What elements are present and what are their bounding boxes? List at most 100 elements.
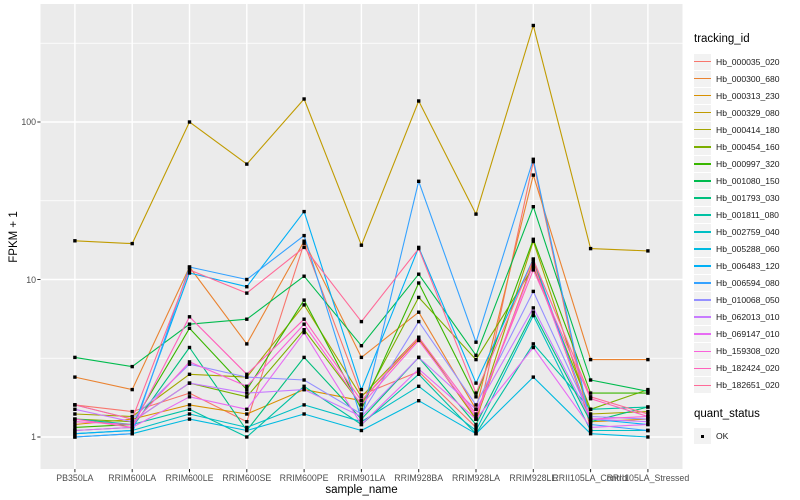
data-point (646, 249, 650, 253)
legend-item-label: Hb_000300_680 (716, 73, 780, 84)
data-point (130, 417, 134, 421)
x-tick-label-RRIM928LE: RRIM928LE (509, 473, 558, 483)
legend-line-sample (694, 231, 711, 233)
legend-key (694, 309, 711, 326)
data-point (646, 428, 650, 433)
legend-item-Hb_159308_020: Hb_159308_020 (694, 343, 800, 360)
data-point (302, 241, 306, 245)
legend-item-label: Hb_062013_010 (716, 312, 780, 323)
data-point (130, 425, 134, 430)
data-point (474, 432, 478, 436)
data-point (646, 422, 650, 427)
legend-key (694, 326, 711, 343)
data-point (359, 319, 364, 324)
data-point (417, 338, 421, 343)
legend-item-label: Hb_006594_080 (716, 278, 780, 289)
legend-item-label: Hb_000414_180 (716, 124, 780, 135)
legend-line-sample (694, 367, 711, 370)
data-point (73, 435, 77, 439)
data-point (187, 271, 192, 275)
data-point (245, 285, 249, 289)
data-point (187, 265, 192, 269)
data-point (302, 233, 306, 238)
legend-item-Hb_000313_230: Hb_000313_230 (694, 87, 800, 104)
data-point (646, 420, 650, 424)
data-point (245, 420, 249, 424)
legend-item-Hb_005288_060: Hb_005288_060 (694, 241, 800, 258)
data-point (302, 274, 306, 278)
data-point (417, 99, 421, 103)
data-point (302, 403, 306, 407)
legend-item-Hb_000454_160: Hb_000454_160 (694, 138, 800, 155)
data-point (417, 335, 421, 339)
legend-item-label: Hb_001080_150 (716, 175, 780, 186)
data-point (302, 245, 306, 250)
data-point (73, 407, 77, 411)
data-point (474, 422, 478, 427)
legend-item-Hb_002759_040: Hb_002759_040 (694, 223, 800, 240)
legend-key (694, 172, 711, 189)
data-point (588, 246, 593, 251)
data-point (73, 375, 77, 379)
data-point (187, 407, 192, 411)
legend-item-Hb_006483_120: Hb_006483_120 (694, 258, 800, 275)
data-point (417, 310, 421, 314)
legend-line-sample (694, 384, 711, 387)
legend-key (694, 206, 711, 223)
legend-key (694, 377, 711, 394)
data-point (359, 355, 364, 360)
data-point (531, 259, 535, 264)
data-point (73, 355, 77, 360)
data-point (302, 384, 306, 388)
data-point (646, 412, 650, 416)
legend-line-sample (694, 60, 711, 63)
data-point (245, 375, 249, 379)
legend-line-sample (694, 265, 711, 267)
data-point (130, 414, 134, 419)
data-point (359, 407, 364, 411)
data-point (588, 407, 593, 411)
data-point (73, 428, 77, 433)
data-point (245, 162, 249, 166)
data-point (531, 157, 535, 161)
legend-item-label: Hb_069147_010 (716, 329, 780, 340)
data-point (359, 414, 364, 419)
data-point (73, 417, 77, 421)
data-point (588, 417, 593, 421)
legend-item-Hb_001811_080: Hb_001811_080 (694, 206, 800, 223)
quant-status-item-OK: OK (694, 428, 800, 445)
data-point (359, 412, 364, 416)
data-point (359, 399, 364, 403)
legend-item-Hb_182651_020: Hb_182651_020 (694, 377, 800, 394)
data-point (302, 412, 306, 416)
data-point (531, 375, 535, 379)
legend-line-sample (694, 333, 711, 336)
legend-item-Hb_000300_680: Hb_000300_680 (694, 70, 800, 87)
data-point (359, 420, 364, 424)
data-point (417, 246, 421, 251)
data-point (359, 393, 364, 397)
data-point (73, 239, 77, 243)
legend-line-sample (694, 128, 711, 131)
data-point (130, 409, 134, 414)
black-square-point-icon (700, 434, 705, 439)
data-point (588, 420, 593, 424)
legend-line-sample (694, 111, 711, 114)
legend-key (694, 189, 711, 206)
x-tick-label-RRIM600PE: RRIM600PE (279, 473, 329, 483)
legend-item-label: Hb_000313_230 (716, 90, 780, 101)
data-point (187, 345, 192, 350)
data-point (245, 425, 249, 430)
data-point (187, 326, 192, 330)
data-point (302, 328, 306, 332)
legend-item-Hb_001793_030: Hb_001793_030 (694, 189, 800, 206)
legend-item-Hb_000035_020: Hb_000035_020 (694, 53, 800, 70)
data-point (646, 409, 650, 414)
data-point (474, 425, 478, 430)
data-point (417, 372, 421, 376)
legend-item-label: Hb_000454_160 (716, 141, 780, 152)
data-point (187, 268, 192, 272)
data-point (73, 432, 77, 436)
legend-key (694, 360, 711, 377)
